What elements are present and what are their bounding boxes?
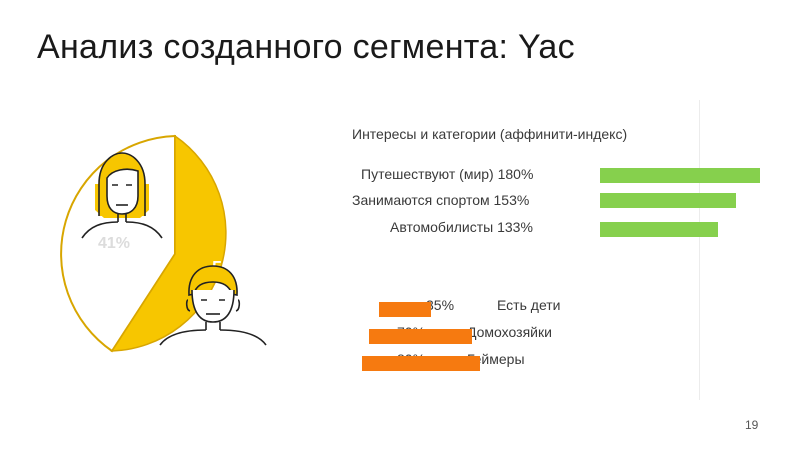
interest-bar-travel bbox=[600, 168, 760, 183]
segment-bar-gamers bbox=[362, 356, 480, 371]
interest-bar-auto bbox=[600, 222, 718, 237]
man-avatar-icon bbox=[159, 265, 267, 346]
page-number: 19 bbox=[745, 418, 759, 432]
segment-label-housewives: Домохозяйки bbox=[467, 324, 552, 340]
pie-label-female: 41% bbox=[98, 235, 130, 252]
interests-heading: Интересы и категории (аффинити-индекс) bbox=[352, 126, 628, 142]
woman-avatar-icon bbox=[81, 152, 163, 239]
interest-bar-sport bbox=[600, 193, 736, 208]
interest-label-auto: Автомобилисты 133% bbox=[390, 219, 533, 235]
interest-label-travel: Путешествуют (мир) 180% bbox=[361, 166, 534, 182]
segment-bar-kids bbox=[379, 302, 431, 317]
segment-label-gamers: Геймеры bbox=[467, 351, 525, 367]
slide-title: Анализ созданного сегмента: Yac bbox=[37, 28, 575, 66]
segment-bar-housewives bbox=[369, 329, 472, 344]
interest-label-sport: Занимаются спортом 153% bbox=[352, 192, 530, 208]
segment-label-kids: Есть дети bbox=[497, 297, 561, 313]
segment-pct-kids: 35% bbox=[426, 297, 455, 313]
